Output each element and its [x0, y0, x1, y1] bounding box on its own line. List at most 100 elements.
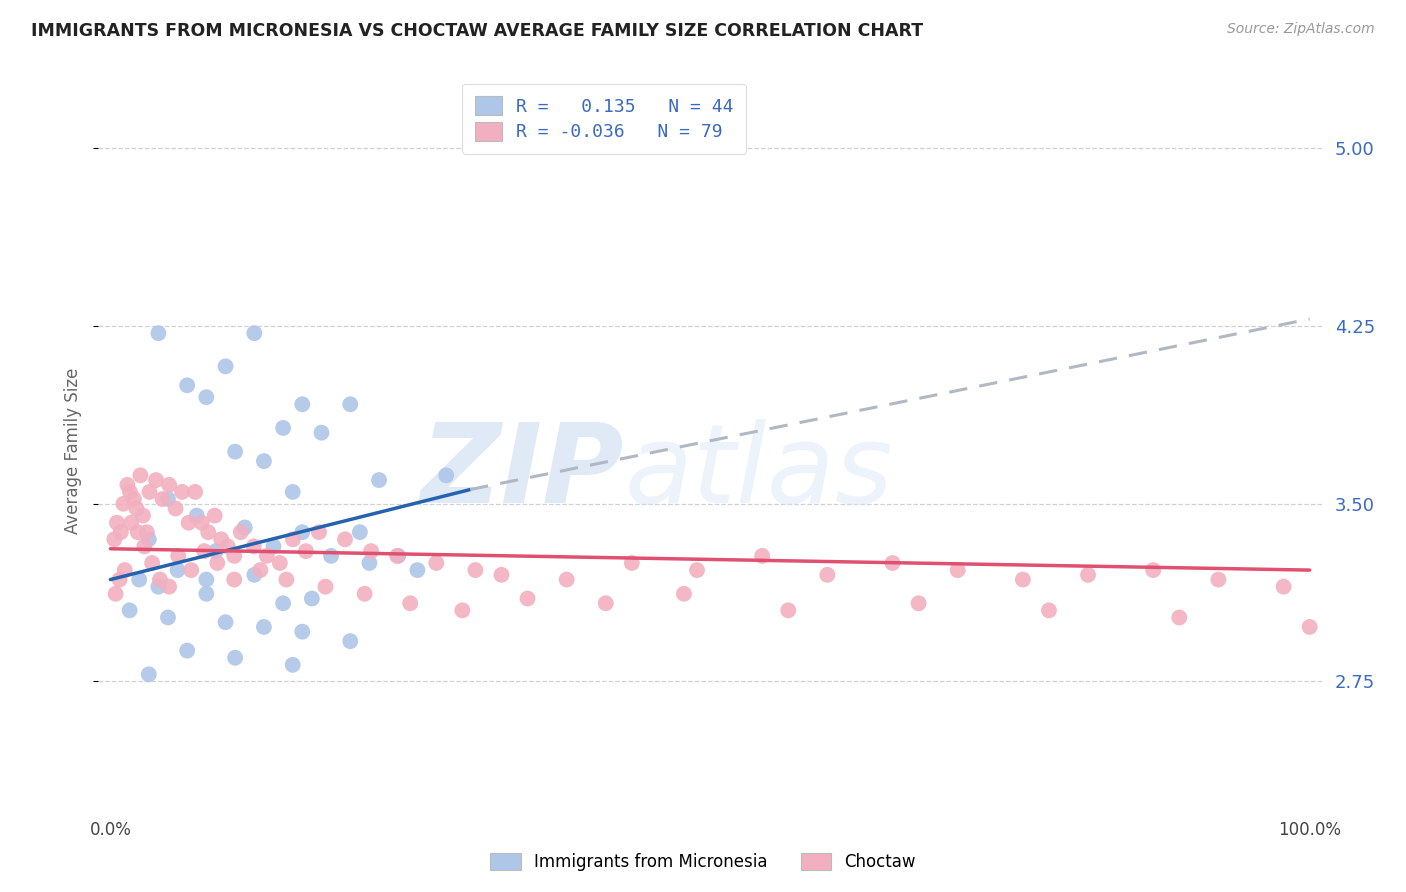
Point	[148, 326, 170, 341]
Point	[311, 425, 333, 440]
Point	[157, 478, 180, 492]
Point	[319, 549, 342, 563]
Point	[1298, 620, 1320, 634]
Point	[186, 508, 208, 523]
Point	[118, 484, 141, 499]
Point	[224, 549, 246, 563]
Point	[180, 563, 202, 577]
Point	[195, 587, 218, 601]
Point	[406, 563, 429, 577]
Point	[368, 473, 391, 487]
Point	[112, 497, 135, 511]
Point	[138, 667, 160, 681]
Point	[207, 556, 229, 570]
Point	[946, 563, 969, 577]
Point	[256, 549, 278, 563]
Point	[184, 484, 207, 499]
Point	[145, 473, 167, 487]
Point	[516, 591, 538, 606]
Point	[295, 544, 318, 558]
Point	[127, 525, 149, 540]
Point	[672, 587, 695, 601]
Point	[118, 603, 141, 617]
Point	[387, 549, 409, 563]
Legend: Immigrants from Micronesia, Choctaw: Immigrants from Micronesia, Choctaw	[482, 845, 924, 880]
Point	[152, 491, 174, 506]
Legend: R =   0.135   N = 44, R = -0.036   N = 79: R = 0.135 N = 44, R = -0.036 N = 79	[463, 84, 747, 154]
Point	[120, 516, 142, 530]
Point	[165, 501, 187, 516]
Point	[595, 596, 617, 610]
Point	[360, 544, 382, 558]
Point	[1142, 563, 1164, 577]
Point	[451, 603, 474, 617]
Point	[138, 533, 160, 547]
Point	[399, 596, 422, 610]
Point	[620, 556, 643, 570]
Point	[301, 591, 323, 606]
Point	[491, 567, 513, 582]
Point	[434, 468, 457, 483]
Point	[157, 580, 180, 594]
Point	[195, 390, 218, 404]
Point	[276, 573, 298, 587]
Point	[425, 556, 447, 570]
Point	[464, 563, 486, 577]
Y-axis label: Average Family Size: Average Family Size	[65, 368, 83, 533]
Point	[281, 533, 304, 547]
Point	[172, 484, 194, 499]
Point	[138, 484, 160, 499]
Point	[129, 468, 152, 483]
Point	[134, 540, 156, 554]
Point	[156, 491, 179, 506]
Point	[271, 596, 294, 610]
Point	[291, 397, 314, 411]
Point	[141, 556, 163, 570]
Point	[166, 563, 188, 577]
Point	[907, 596, 929, 610]
Point	[1077, 567, 1099, 582]
Point	[243, 567, 266, 582]
Point	[333, 533, 356, 547]
Point	[353, 587, 375, 601]
Point	[176, 643, 198, 657]
Point	[308, 525, 330, 540]
Point	[253, 454, 276, 468]
Point	[815, 567, 838, 582]
Text: IMMIGRANTS FROM MICRONESIA VS CHOCTAW AVERAGE FAMILY SIZE CORRELATION CHART: IMMIGRANTS FROM MICRONESIA VS CHOCTAW AV…	[31, 22, 924, 40]
Point	[229, 525, 252, 540]
Point	[1208, 573, 1230, 587]
Point	[281, 484, 304, 499]
Point	[686, 563, 709, 577]
Point	[1012, 573, 1035, 587]
Point	[122, 491, 145, 506]
Point	[105, 516, 128, 530]
Point	[103, 533, 125, 547]
Point	[135, 525, 157, 540]
Point	[555, 573, 578, 587]
Point	[882, 556, 904, 570]
Point	[149, 573, 172, 587]
Point	[195, 573, 218, 587]
Point	[176, 378, 198, 392]
Point	[291, 525, 314, 540]
Point	[778, 603, 800, 617]
Text: Source: ZipAtlas.com: Source: ZipAtlas.com	[1227, 22, 1375, 37]
Point	[197, 525, 219, 540]
Point	[339, 397, 361, 411]
Point	[193, 544, 215, 558]
Point	[224, 444, 246, 458]
Point	[224, 573, 246, 587]
Point	[281, 657, 304, 672]
Point	[108, 573, 131, 587]
Point	[177, 516, 200, 530]
Point	[128, 573, 150, 587]
Point	[217, 540, 239, 554]
Point	[263, 540, 285, 554]
Point	[117, 478, 139, 492]
Point	[205, 544, 228, 558]
Text: ZIP: ZIP	[420, 418, 624, 525]
Point	[253, 620, 276, 634]
Point	[110, 525, 132, 540]
Point	[209, 533, 232, 547]
